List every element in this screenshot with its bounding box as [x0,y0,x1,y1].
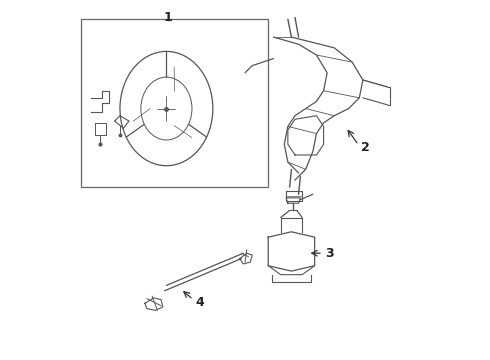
Ellipse shape [141,77,192,140]
Text: 2: 2 [361,141,370,154]
Text: 3: 3 [325,247,334,260]
Text: 4: 4 [196,296,204,309]
Bar [81,19,268,187]
Text: 1: 1 [164,11,172,24]
Ellipse shape [120,51,213,166]
